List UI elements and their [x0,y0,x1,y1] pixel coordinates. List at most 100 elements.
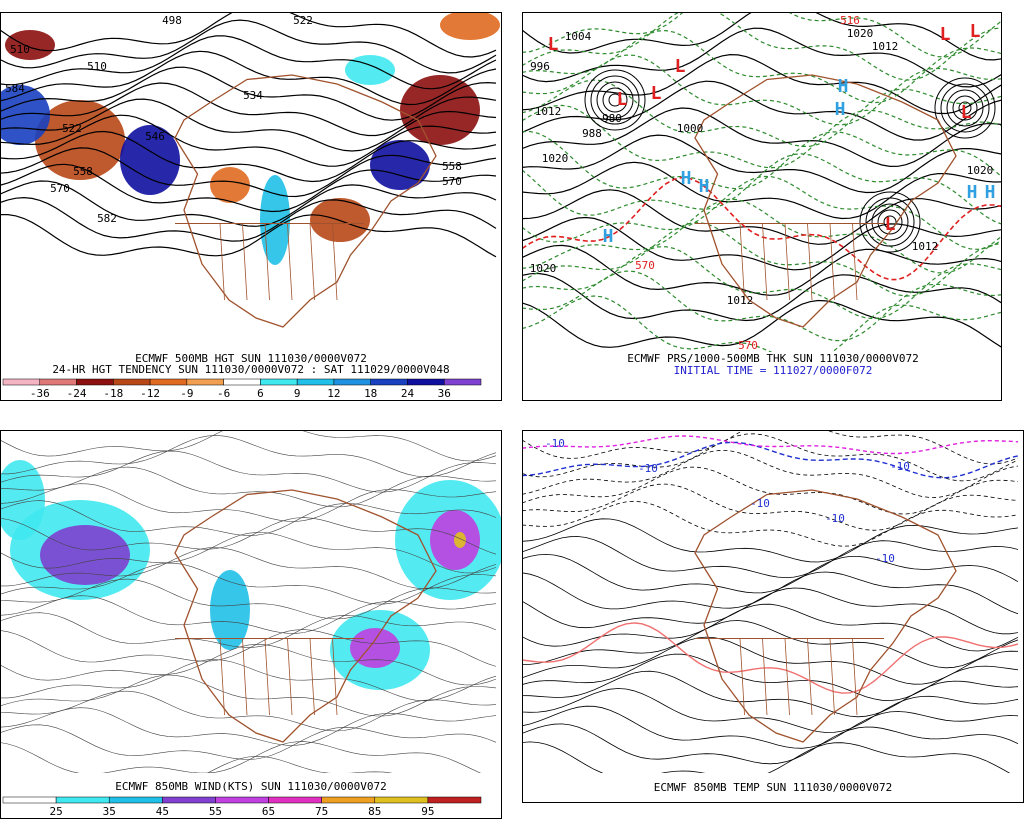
temp-contour [522,705,1019,749]
height-contour [0,35,497,90]
streamline [0,466,497,508]
temp-contour [522,587,1019,635]
wind-area [454,532,466,548]
border [242,638,248,716]
thickness-570 [522,176,1002,281]
tendency-area [35,100,125,180]
caption: ECMWF PRS/1000-500MB THK SUN 111030/0000… [627,352,918,365]
contour-label: 1012 [872,40,899,53]
contour-label: 1012 [727,294,754,307]
tendency-area [440,12,500,40]
streamline [0,707,497,746]
caption: INITIAL TIME = 111027/0000F072 [674,364,873,377]
contour-label: 1020 [530,262,557,275]
pressure-contour [522,189,1002,245]
colorbar-label: -6 [217,387,230,400]
colorbar-label: 12 [327,387,340,400]
contour-label: 1020 [847,27,874,40]
colorbar-swatch [162,796,216,804]
temp-contour [522,741,1011,773]
border [219,223,225,301]
high-marker: H [681,168,692,189]
contour-label: 1012 [912,240,939,253]
low-marker: L [970,21,981,42]
colorbar-swatch [443,378,482,386]
colorbar-swatch [374,796,429,804]
coastline [694,74,957,328]
contour-label: 522 [62,122,82,135]
colorbar-swatch [268,796,322,804]
height-contour [0,12,497,58]
low-contour [596,81,634,119]
contour-label: 516 [840,14,860,27]
contour-label: 988 [582,127,602,140]
temp-contour [522,518,1019,563]
height-contour [0,50,497,106]
streamline [0,532,497,574]
thickness-contour [522,153,1002,225]
map [522,12,1002,352]
border [332,638,338,716]
thickness-contour [522,12,1002,81]
colorbar-label: 95 [421,805,434,818]
contour-label: -10 [890,460,910,473]
low-contour [859,191,921,253]
low-marker: L [675,56,686,77]
colorbar-swatch [370,378,408,386]
height-contour [0,196,497,242]
colorbar-swatch [2,378,41,386]
contour-label: 584 [5,82,25,95]
high-marker: H [835,99,846,120]
low-marker: L [885,214,896,235]
contour-label: 582 [97,212,117,225]
border [807,638,813,716]
colorbar-label: 9 [294,387,301,400]
colorbar-swatch [55,796,110,804]
colorbar-swatch [296,378,335,386]
low-contour [946,89,984,127]
low-marker: L [940,24,951,45]
contour-label: 570 [442,175,462,188]
streamline [0,741,482,773]
temp-contour [522,636,1019,685]
colorbar-label: -18 [103,387,123,400]
low-contour [590,75,640,125]
coastline [174,489,437,743]
low-contour [584,69,646,131]
colorbar-label: 6 [257,387,264,400]
streamline [0,643,497,686]
height-contour [0,214,497,258]
border [829,223,835,301]
pressure-contour [522,134,1002,194]
border [309,638,315,716]
wind-area [40,525,130,585]
thickness-contour [522,295,1002,352]
border [287,638,293,716]
temp-contour [522,430,1019,465]
temp-minus20 [522,435,1019,455]
streamline [0,690,497,732]
height-contour [0,130,497,183]
temp-contour [522,466,1019,515]
caption: ECMWF 850MB WIND(KTS) SUN 111030/0000V07… [115,780,387,793]
thickness-contour [522,246,1002,320]
pressure-contour [522,107,1002,168]
colorbar-swatch [333,378,371,386]
low-marker: L [617,89,628,110]
contour-label: 570 [635,259,655,272]
border [332,223,338,301]
low-contour [883,215,897,229]
streamline [0,517,497,555]
border [242,223,248,301]
low-marker: L [548,34,559,55]
colorbar-swatch [2,796,57,804]
thickness-contour [522,54,1002,126]
height-contour [0,163,497,213]
contour-label: -10 [545,437,565,450]
colorbar-swatch [39,378,77,386]
thickness-contour [522,221,1002,297]
low-contour [871,203,909,241]
border [807,223,813,301]
colorbar-swatch [427,796,482,804]
colorbar-label: 35 [103,805,116,818]
